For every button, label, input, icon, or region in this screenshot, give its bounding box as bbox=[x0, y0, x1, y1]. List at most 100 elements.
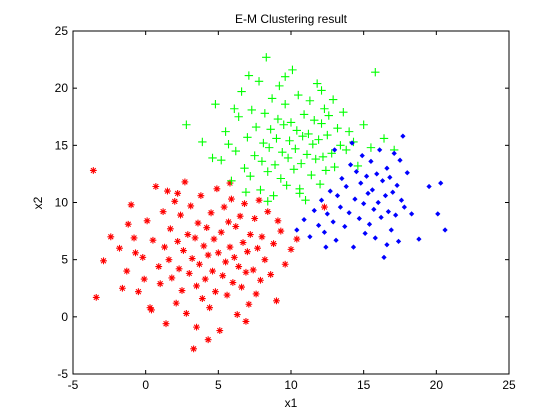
series-2-point-50 bbox=[304, 129, 313, 139]
x-tick-label-3: 5 bbox=[215, 378, 222, 392]
series-1-point-29 bbox=[178, 287, 186, 294]
series-2-point-55 bbox=[311, 154, 320, 164]
series-1-point-24 bbox=[171, 197, 179, 205]
series-1-point-26 bbox=[174, 237, 182, 245]
series-1-point-27 bbox=[175, 265, 183, 273]
series-3-point-48 bbox=[394, 182, 400, 188]
series-1-point-30 bbox=[180, 247, 187, 254]
series-1-point-46 bbox=[203, 224, 211, 232]
series-2-point-68 bbox=[333, 123, 342, 133]
series-2-point-26 bbox=[269, 191, 278, 200]
series-3-point-46 bbox=[391, 150, 397, 156]
series-2-point-67 bbox=[330, 162, 339, 172]
series-1-point-98 bbox=[274, 217, 282, 225]
series-2-point-31 bbox=[276, 174, 286, 183]
series-2-point-81 bbox=[208, 153, 217, 163]
series-1-point-76 bbox=[246, 231, 254, 238]
series-2-point-76 bbox=[366, 143, 376, 152]
series-1-point-38 bbox=[191, 234, 199, 242]
series-2-point-64 bbox=[324, 111, 333, 120]
series-1-point-52 bbox=[212, 288, 219, 296]
series-3-point-22 bbox=[356, 215, 362, 222]
series-2-point-75 bbox=[359, 120, 368, 129]
x-tick-label-1: -5 bbox=[68, 378, 79, 392]
series-3-point-45 bbox=[390, 189, 396, 195]
series-2-point-35 bbox=[282, 181, 291, 190]
series-2-point-22 bbox=[263, 167, 272, 176]
series-2-point-87 bbox=[295, 189, 304, 198]
series-3-point-63 bbox=[323, 244, 329, 250]
series-2-point-15 bbox=[251, 122, 261, 132]
series-1-point-89 bbox=[281, 260, 289, 268]
series-1-point-37 bbox=[190, 345, 198, 353]
series-2-point-43 bbox=[294, 90, 303, 100]
series-3-point-33 bbox=[372, 235, 378, 241]
series-1 bbox=[89, 167, 328, 353]
series-1-point-95 bbox=[193, 323, 200, 331]
series-1-point-77 bbox=[249, 266, 257, 274]
series-2-point-28 bbox=[272, 134, 281, 143]
series-1-point-81 bbox=[257, 276, 264, 284]
series-1-point-90 bbox=[287, 245, 295, 253]
y-tick-label-5: 15 bbox=[55, 138, 69, 152]
series-2-point-70 bbox=[339, 107, 348, 117]
series-3-point-27 bbox=[363, 173, 370, 179]
y-tick-label-3: 5 bbox=[61, 253, 68, 267]
series-3-point-52 bbox=[400, 133, 406, 139]
series-2-point-25 bbox=[267, 94, 277, 103]
series-3-point-54 bbox=[404, 170, 410, 176]
series-3-point-50 bbox=[397, 157, 403, 163]
series-1-point-20 bbox=[162, 320, 170, 328]
series-2-point-77 bbox=[371, 67, 380, 77]
series-1-point-32 bbox=[182, 310, 190, 317]
series-3-point-11 bbox=[333, 237, 339, 243]
series-2-point-8 bbox=[234, 112, 243, 121]
series-3-point-59 bbox=[442, 227, 448, 233]
series-2-point-48 bbox=[301, 196, 310, 205]
series-1-point-9 bbox=[135, 288, 142, 296]
series-2-point-85 bbox=[241, 188, 251, 197]
series-2-point-40 bbox=[289, 165, 299, 174]
series-2-point-36 bbox=[283, 153, 293, 163]
series-1-point-72 bbox=[241, 200, 248, 208]
series-1-point-87 bbox=[273, 297, 280, 305]
series-1-point-65 bbox=[230, 253, 238, 261]
series-1-point-42 bbox=[197, 192, 205, 200]
series-3-point-35 bbox=[375, 199, 381, 206]
plot-area-background bbox=[73, 31, 509, 374]
series-1-point-75 bbox=[245, 300, 253, 308]
series-2-point-20 bbox=[260, 109, 270, 118]
series-3-point-56 bbox=[416, 236, 422, 242]
series-3-point-20 bbox=[352, 196, 358, 202]
series-1-point-101 bbox=[124, 220, 132, 228]
series-1-point-3 bbox=[107, 233, 115, 241]
series-3-point-53 bbox=[401, 204, 407, 210]
series-1-point-83 bbox=[261, 256, 269, 264]
series-2-point-4 bbox=[217, 155, 226, 165]
series-3-point-62 bbox=[349, 140, 355, 146]
series-1-point-66 bbox=[232, 223, 240, 230]
series-3-point-23 bbox=[358, 180, 364, 186]
series-3-point-58 bbox=[435, 211, 441, 217]
series-3-point-19 bbox=[350, 244, 357, 250]
series-2-point-12 bbox=[246, 172, 255, 181]
series-1-point-36 bbox=[188, 255, 196, 262]
series-1-point-18 bbox=[159, 208, 167, 216]
series-3-point-8 bbox=[324, 211, 330, 217]
y-tick-label-4: 10 bbox=[55, 196, 69, 210]
series-1-point-86 bbox=[270, 240, 277, 248]
series-1-point-103 bbox=[242, 318, 250, 325]
series-3-point-13 bbox=[337, 204, 344, 210]
series-3-point-3 bbox=[307, 234, 313, 240]
series-2-point-86 bbox=[263, 197, 272, 206]
series-3-point-30 bbox=[368, 158, 374, 164]
series-2-point-45 bbox=[296, 159, 306, 168]
series-1-point-61 bbox=[225, 218, 232, 226]
series-3-point-41 bbox=[384, 165, 390, 171]
series-2-point-51 bbox=[305, 96, 315, 105]
series-1-point-53 bbox=[213, 185, 221, 193]
series-1-point-99 bbox=[321, 203, 328, 211]
series-1-point-54 bbox=[214, 249, 222, 257]
series-2-point-58 bbox=[315, 180, 325, 189]
